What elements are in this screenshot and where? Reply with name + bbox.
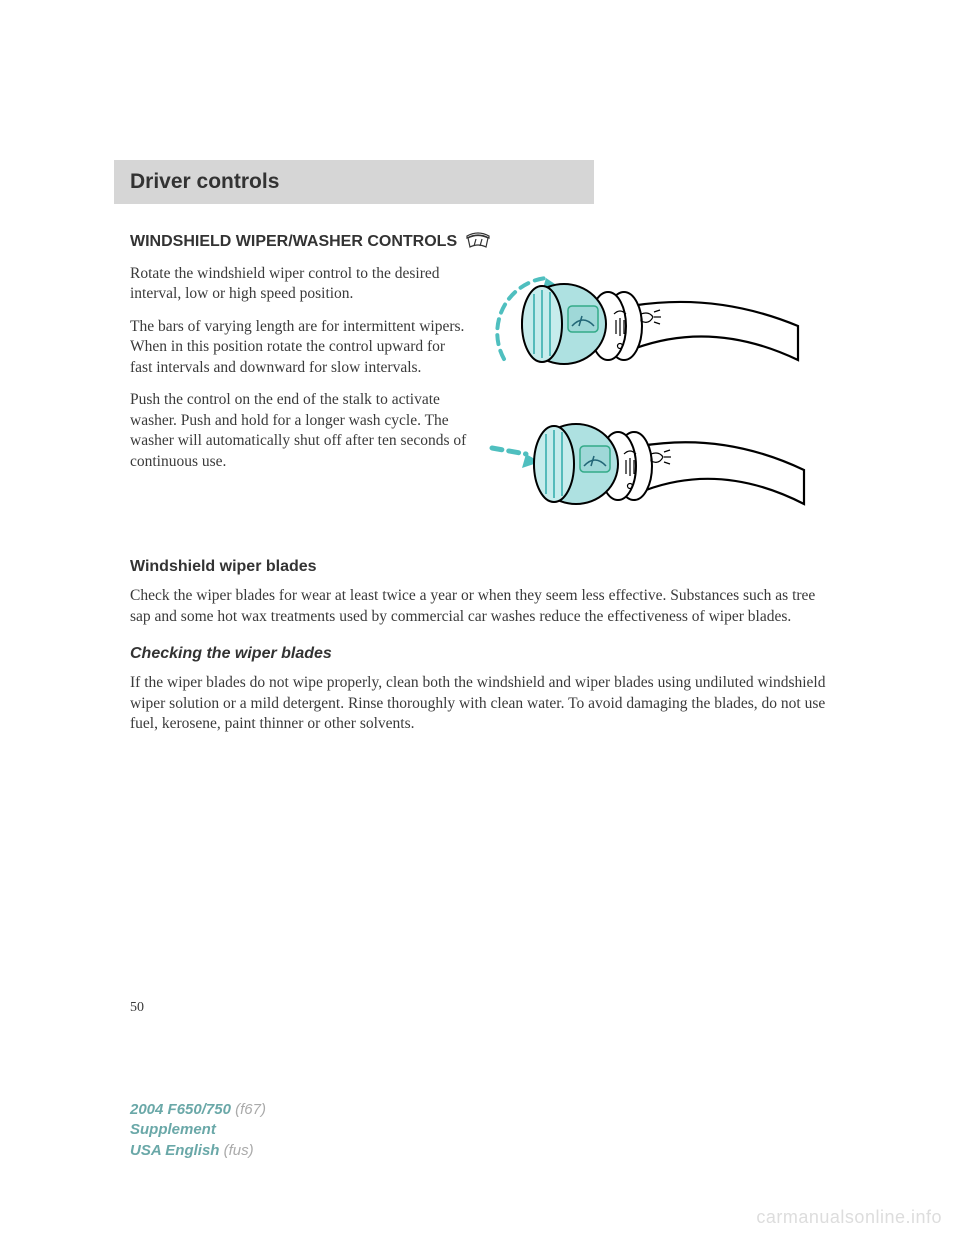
footer: 2004 F650/750 (f67) Supplement USA Engli… bbox=[130, 1100, 266, 1161]
footer-code: (f67) bbox=[235, 1101, 266, 1118]
windshield-icon bbox=[465, 232, 491, 252]
paragraph: Push the control on the end of the stalk… bbox=[130, 390, 470, 472]
paragraph: Rotate the windshield wiper control to t… bbox=[130, 264, 470, 305]
section-title: WINDSHIELD WIPER/WASHER CONTROLS bbox=[130, 233, 457, 251]
footer-line: USA English (fus) bbox=[130, 1141, 266, 1161]
wiper-stalk-rotate-illustration bbox=[486, 264, 806, 394]
section-title-row: WINDSHIELD WIPER/WASHER CONTROLS bbox=[130, 232, 830, 252]
watermark: carmanualsonline.info bbox=[756, 1207, 942, 1228]
footer-lang: USA English bbox=[130, 1142, 219, 1159]
wiper-stalk-push-illustration bbox=[486, 404, 806, 534]
footer-model: 2004 F650/750 bbox=[130, 1101, 231, 1118]
page-number: 50 bbox=[130, 1000, 144, 1016]
paragraph: Check the wiper blades for wear at least… bbox=[130, 586, 830, 627]
footer-line: 2004 F650/750 (f67) bbox=[130, 1100, 266, 1120]
section-tab: Driver controls bbox=[114, 160, 594, 204]
paragraph: If the wiper blades do not wipe properly… bbox=[130, 673, 830, 735]
manual-page: Driver controls WINDSHIELD WIPER/WASHER … bbox=[0, 0, 960, 735]
subheading: Windshield wiper blades bbox=[130, 558, 830, 576]
content-row: Rotate the windshield wiper control to t… bbox=[130, 264, 830, 534]
subheading-italic: Checking the wiper blades bbox=[130, 645, 830, 663]
illustration-column bbox=[486, 264, 830, 534]
footer-line: Supplement bbox=[130, 1120, 266, 1140]
footer-code: (fus) bbox=[224, 1142, 254, 1159]
section-tab-label: Driver controls bbox=[130, 170, 279, 193]
text-column: Rotate the windshield wiper control to t… bbox=[130, 264, 470, 534]
paragraph: The bars of varying length are for inter… bbox=[130, 317, 470, 378]
